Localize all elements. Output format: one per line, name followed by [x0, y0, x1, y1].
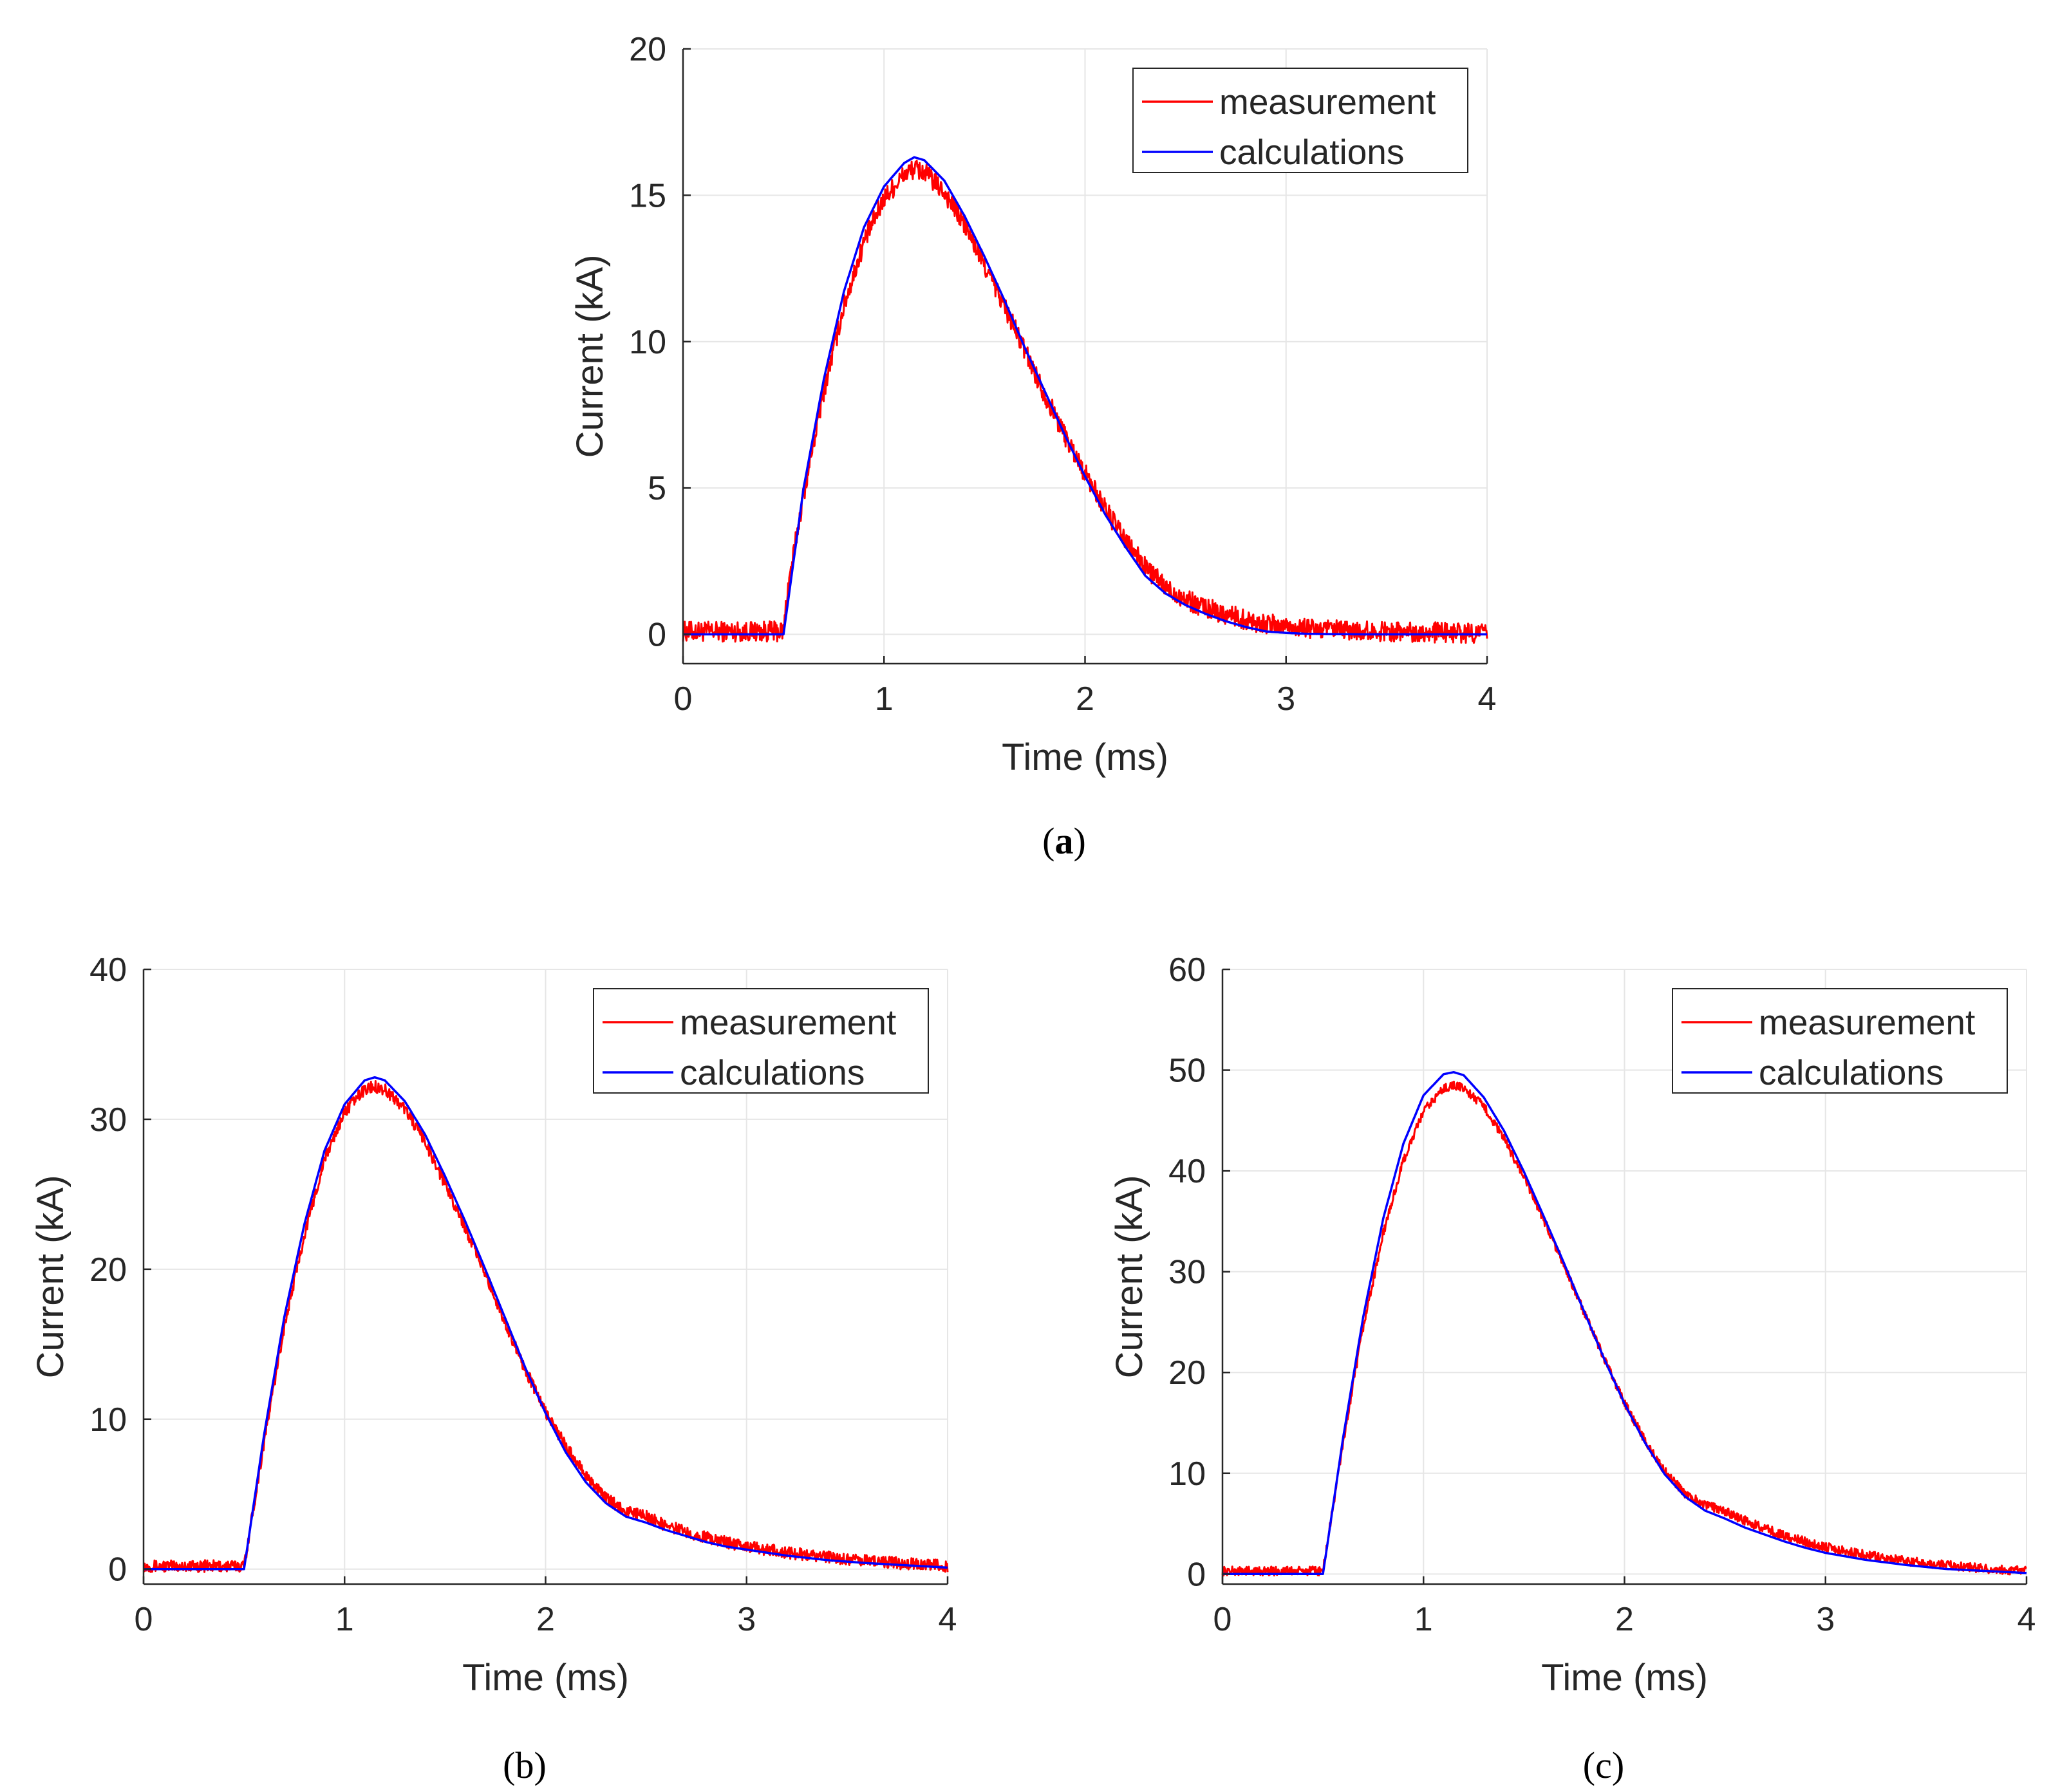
x-tick-label: 0 [1213, 1601, 1232, 1638]
y-tick-label: 20 [629, 31, 666, 68]
x-tick-label: 0 [135, 1601, 153, 1638]
caption-letter: c [1595, 1744, 1612, 1786]
x-tick-label: 4 [1478, 680, 1497, 718]
y-axis-label: Current (kA) [1109, 1175, 1150, 1379]
caption-letter: a [1055, 820, 1074, 862]
legend: measurement calculations [1672, 988, 2008, 1094]
calculations-legend-label: calculations [1219, 132, 1404, 172]
y-axis-label: Current (kA) [30, 1175, 71, 1379]
calculations-legend-label: calculations [680, 1052, 865, 1092]
x-tick-label: 2 [1615, 1601, 1634, 1638]
x-tick-label: 2 [1076, 680, 1094, 718]
caption-close: ) [1074, 820, 1086, 862]
x-tick-label: 3 [737, 1601, 756, 1638]
measurement-legend-label: measurement [680, 1002, 896, 1042]
legend: measurement calculations [593, 988, 929, 1094]
measurement-series-line [142, 1080, 949, 1573]
caption-open: ( [1583, 1744, 1595, 1786]
y-tick-label: 0 [1187, 1556, 1206, 1593]
y-tick-label: 20 [1168, 1354, 1206, 1392]
chart-panel-a: 0 1 2 3 4 0 5 10 15 20 Time (ms) Current (kA) measur… [569, 31, 1496, 862]
calculations-series-line [683, 156, 1487, 636]
y-tick-label: 30 [1168, 1254, 1206, 1291]
panel-caption: (b) [503, 1744, 547, 1786]
panel-caption: (c) [1583, 1744, 1624, 1786]
x-axis-label: Time (ms) [1541, 1657, 1708, 1699]
caption-close: ) [534, 1744, 547, 1786]
x-axis-label: Time (ms) [462, 1657, 629, 1699]
caption-close: ) [1612, 1744, 1624, 1786]
y-tick-label: 10 [1168, 1455, 1206, 1493]
caption-letter: b [516, 1744, 534, 1786]
y-tick-label: 40 [89, 951, 127, 989]
x-tick-label: 1 [335, 1601, 354, 1638]
x-tick-label: 1 [875, 680, 894, 718]
x-tick-label: 3 [1816, 1601, 1835, 1638]
measurement-legend-label: measurement [1219, 82, 1436, 122]
y-tick-label: 30 [89, 1101, 127, 1139]
caption-open: ( [503, 1744, 515, 1786]
calculations-series-line [144, 1076, 948, 1571]
x-tick-label: 1 [1414, 1601, 1433, 1638]
x-tick-label: 4 [939, 1601, 957, 1638]
legend-box [1132, 68, 1468, 173]
y-tick-label: 5 [648, 470, 666, 507]
y-tick-label: 60 [1168, 951, 1206, 989]
calculations-legend-label: calculations [1759, 1052, 1943, 1092]
y-tick-label: 50 [1168, 1052, 1206, 1090]
legend-box [1672, 988, 2008, 1094]
y-tick-label: 0 [648, 617, 666, 654]
y-tick-label: 15 [629, 177, 666, 214]
x-tick-label: 4 [2018, 1601, 2036, 1638]
y-tick-label: 10 [89, 1401, 127, 1439]
x-tick-label: 3 [1277, 680, 1295, 718]
y-tick-label: 20 [89, 1251, 127, 1289]
y-tick-label: 0 [108, 1551, 127, 1589]
caption-open: ( [1042, 820, 1054, 862]
x-tick-label: 0 [674, 680, 693, 718]
x-axis-label: Time (ms) [1002, 736, 1168, 778]
panel-caption: (a) [1042, 820, 1086, 862]
y-axis-label: Current (kA) [569, 255, 611, 458]
legend-box [593, 988, 929, 1094]
y-tick-label: 40 [1168, 1153, 1206, 1190]
x-tick-label: 2 [536, 1601, 555, 1638]
legend: measurement calculations [1132, 68, 1468, 173]
calculations-series-line [1222, 1070, 2027, 1576]
y-tick-label: 10 [629, 324, 666, 361]
measurement-legend-label: measurement [1759, 1002, 1975, 1042]
